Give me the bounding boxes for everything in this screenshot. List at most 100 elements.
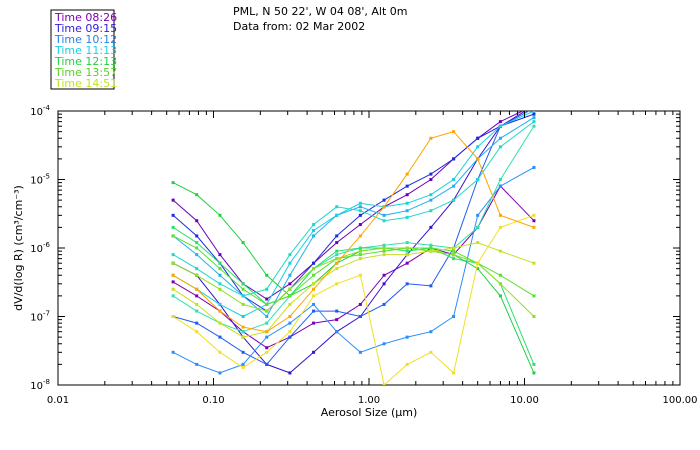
x-tick-label: 100.00 [663, 395, 698, 406]
data-point-8-6 [312, 223, 316, 227]
data-point-5-11 [429, 330, 433, 334]
data-point-6-15 [532, 116, 536, 120]
data-point-7-10 [405, 201, 409, 205]
data-point-6-12 [452, 184, 456, 188]
series-line-2 [172, 111, 527, 374]
x-tick-label: 10.00 [510, 395, 539, 406]
data-point-14-13 [476, 241, 480, 245]
data-point-16-11 [429, 136, 433, 140]
data-point-11-1 [195, 193, 199, 197]
data-point-13-12 [452, 253, 456, 257]
data-point-10-7 [335, 249, 339, 253]
data-point-11-0 [171, 181, 175, 185]
data-point-16-7 [335, 261, 339, 265]
data-point-14-2 [218, 321, 222, 325]
data-point-0-9 [382, 273, 386, 277]
data-point-4-3 [241, 350, 245, 354]
data-point-15-10 [405, 362, 409, 366]
data-point-2-6 [312, 350, 316, 354]
data-point-15-11 [429, 350, 433, 354]
data-point-0-10 [405, 261, 409, 265]
data-point-11-4 [265, 273, 269, 277]
legend-entry: Time 08:26 [54, 11, 117, 24]
data-point-5-15 [532, 165, 536, 169]
x-tick-label: 0.10 [202, 395, 224, 406]
data-point-8-12 [452, 198, 456, 202]
data-point-8-7 [335, 205, 339, 209]
data-point-1-15 [532, 104, 535, 107]
data-point-14-8 [358, 257, 362, 261]
data-point-13-4 [265, 309, 269, 313]
data-point-15-8 [358, 273, 362, 277]
data-point-14-3 [241, 335, 245, 339]
data-point-8-13 [476, 178, 480, 181]
data-point-5-9 [382, 342, 386, 346]
data-point-13-9 [382, 246, 386, 250]
data-point-10-2 [218, 261, 222, 265]
data-point-8-3 [241, 294, 245, 298]
data-point-10-3 [241, 282, 245, 286]
data-point-2-5 [288, 371, 292, 375]
data-point-10-15 [532, 362, 536, 366]
data-point-7-6 [312, 229, 316, 233]
data-point-15-0 [171, 315, 175, 318]
data-point-7-12 [452, 178, 456, 181]
data-point-14-0 [171, 287, 175, 291]
series-line-5 [172, 166, 535, 374]
data-point-12-6 [312, 273, 316, 277]
data-point-15-7 [335, 282, 339, 286]
data-point-14-7 [335, 267, 339, 271]
data-point-7-14 [498, 124, 502, 128]
data-point-7-11 [429, 193, 433, 197]
data-point-8-15 [532, 120, 536, 124]
data-point-8-8 [358, 209, 362, 213]
data-point-11-13 [476, 267, 480, 271]
data-point-15-9 [382, 383, 386, 385]
data-point-5-14 [498, 184, 502, 188]
data-point-9-7 [335, 253, 339, 257]
data-point-15-15 [532, 213, 536, 217]
data-point-13-15 [532, 315, 536, 318]
data-point-10-12 [452, 257, 456, 261]
data-point-4-15 [532, 107, 535, 110]
data-point-11-3 [241, 241, 245, 245]
data-point-16-6 [312, 287, 316, 291]
data-point-8-4 [265, 287, 269, 291]
data-point-15-2 [218, 350, 222, 354]
series-line-14 [172, 242, 535, 338]
series-line-11 [172, 182, 535, 374]
data-point-3-7 [335, 234, 339, 238]
data-point-5-1 [195, 362, 199, 366]
data-point-16-15 [532, 225, 536, 229]
data-point-16-12 [452, 130, 456, 134]
data-point-7-13 [476, 145, 480, 149]
data-point-7-5 [288, 261, 292, 265]
data-point-3-8 [358, 213, 362, 217]
legend-entry: Time 12:13 [54, 55, 117, 68]
data-point-3-10 [405, 184, 409, 188]
data-point-5-0 [171, 350, 175, 354]
data-point-15-13 [476, 261, 480, 265]
data-point-10-0 [171, 225, 175, 229]
data-point-6-4 [265, 315, 269, 318]
chart-subtitle: Data from: 02 Mar 2002 [233, 20, 365, 33]
series-line-8 [172, 121, 535, 297]
legend-entry: Time 14:51 [54, 77, 117, 90]
y-tick-label: 10-6 [30, 241, 50, 255]
data-point-16-1 [195, 287, 199, 291]
data-point-15-4 [265, 350, 269, 354]
data-point-4-9 [382, 302, 386, 306]
data-point-16-9 [382, 205, 386, 209]
data-point-7-8 [358, 201, 362, 205]
data-point-5-13 [476, 213, 480, 217]
data-point-6-11 [429, 198, 433, 202]
data-point-1-4 [265, 297, 269, 301]
data-point-1-11 [429, 178, 433, 181]
data-point-3-1 [195, 234, 199, 238]
y-tick-label: 10-4 [30, 104, 50, 118]
data-point-5-10 [405, 335, 409, 339]
data-point-8-14 [498, 145, 502, 149]
data-point-12-1 [195, 246, 199, 250]
data-point-14-15 [532, 261, 536, 265]
